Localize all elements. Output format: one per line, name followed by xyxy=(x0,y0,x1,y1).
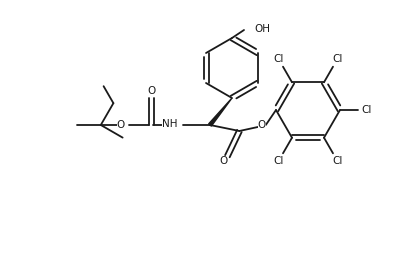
Text: Cl: Cl xyxy=(362,105,372,115)
Text: Cl: Cl xyxy=(332,54,343,64)
Text: O: O xyxy=(258,120,266,130)
Text: Cl: Cl xyxy=(332,156,343,166)
Text: Cl: Cl xyxy=(273,156,284,166)
Text: O: O xyxy=(117,120,125,130)
Text: O: O xyxy=(147,86,155,96)
Text: O: O xyxy=(219,156,228,166)
Polygon shape xyxy=(209,98,232,126)
Text: OH: OH xyxy=(254,24,270,34)
Text: NH: NH xyxy=(162,119,177,129)
Text: Cl: Cl xyxy=(273,54,284,64)
